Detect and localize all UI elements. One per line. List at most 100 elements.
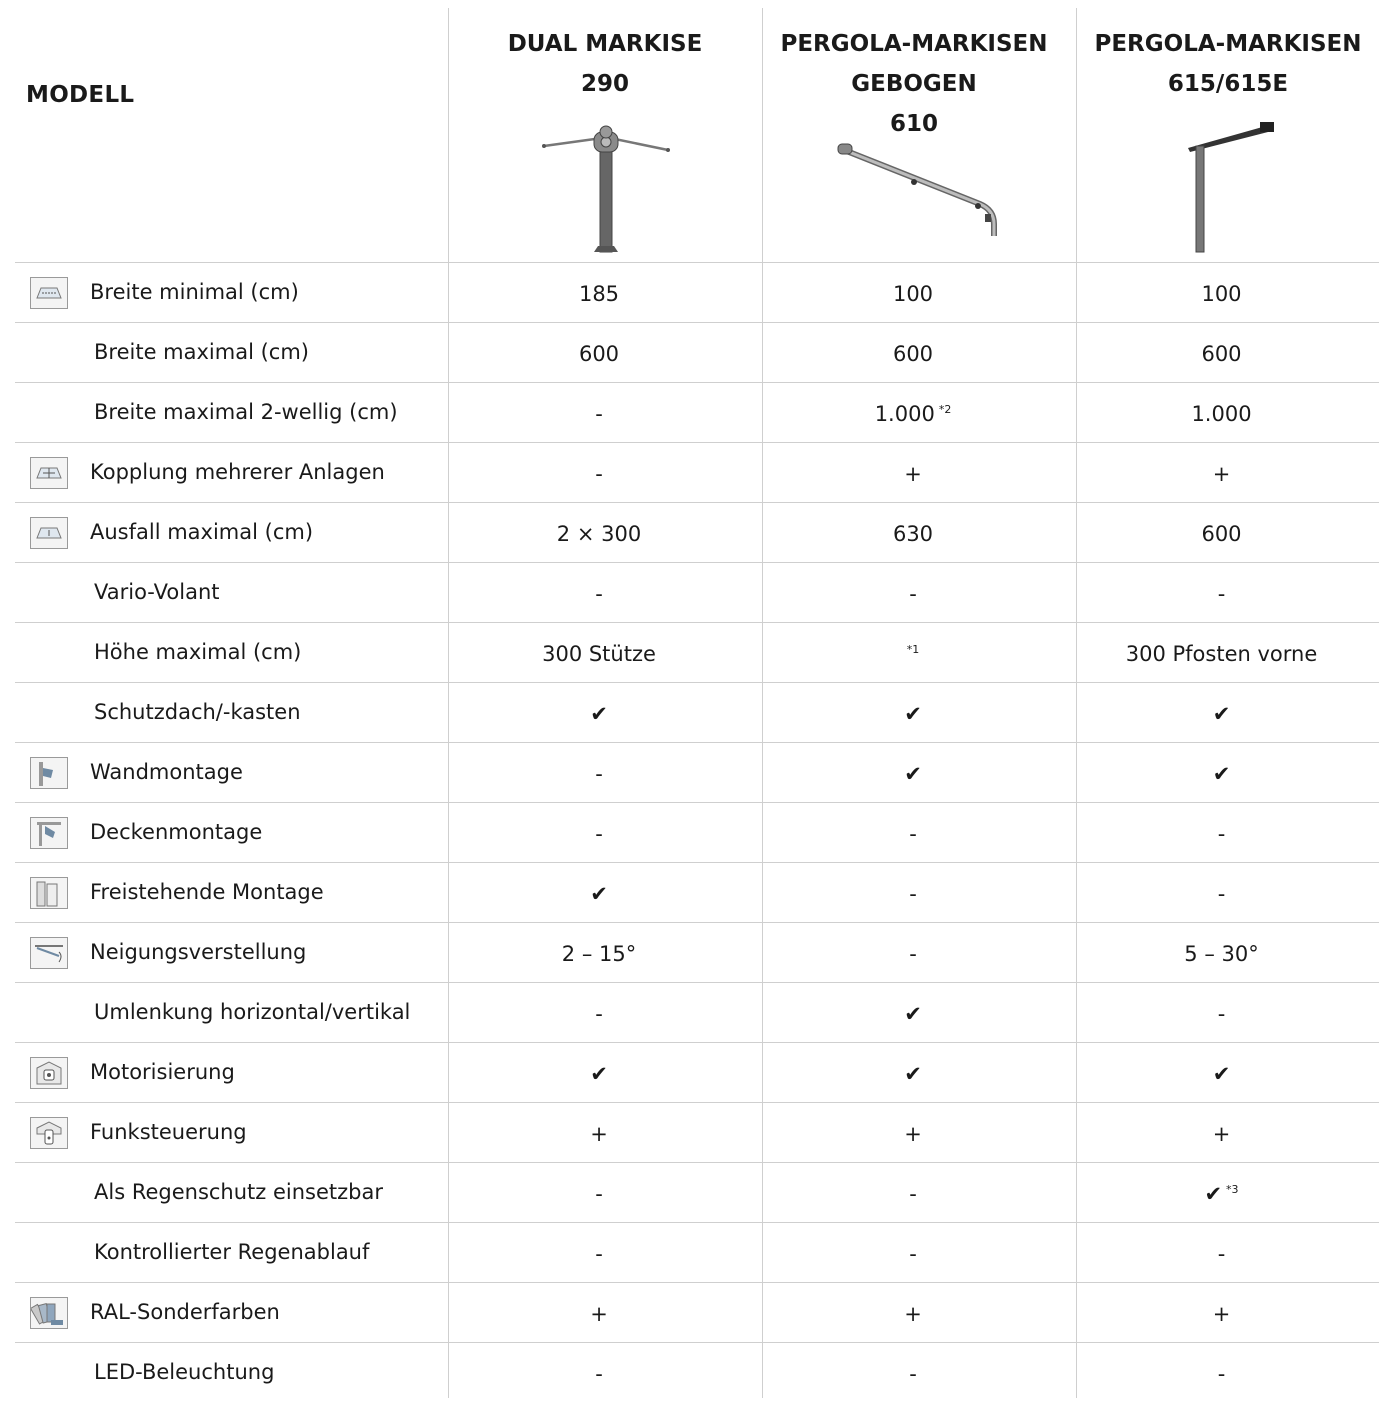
tilt-icon [30,937,68,969]
table-cell: - [756,863,1070,923]
row-label: Freistehende Montage [90,880,324,904]
row-divider [15,1342,1379,1343]
cell-value: - [909,1182,917,1206]
cell-value: ✔ [904,702,922,726]
table-cell: 185 [442,263,756,323]
cell-value: 2 – 15° [561,942,637,966]
table-cell: + [1070,443,1373,503]
row-divider [15,262,1379,263]
cell-value: - [909,582,917,606]
table-header: MODELL DUAL MARKISE 290 PERGOLA-MARKISEN… [0,0,1379,262]
row-divider [15,742,1379,743]
row-label: RAL-Sonderfarben [90,1300,280,1324]
cell-value: ✔ [1212,762,1231,786]
row-divider [15,322,1379,323]
cell-value: - [1217,882,1226,906]
cell-value: - [909,822,917,846]
table-cell: 1.000 *2 [756,383,1070,443]
table-cell: 2 × 300 [442,503,756,563]
cell-value: - [1217,1002,1226,1026]
row-label: Vario-Volant [94,580,220,604]
cell-value: - [595,762,603,786]
row-divider [15,1282,1379,1283]
table-cell: - [442,383,756,443]
cell-value: - [909,1242,917,1266]
row-divider [15,1162,1379,1163]
table-cell: - [756,563,1070,623]
table-cell: 100 [1070,263,1373,323]
row-divider [15,982,1379,983]
table-cell: - [1070,563,1373,623]
cell-value: - [1217,1362,1226,1386]
table-cell: ✔ [442,683,756,743]
table-cell: - [756,1223,1070,1283]
row-label: Ausfall maximal (cm) [90,520,314,544]
cell-value: ✔ [1212,702,1231,726]
table-cell: ✔ [1070,1043,1373,1103]
table-row: Kopplung mehrerer Anlagen - + + [0,443,1379,503]
table-cell: ✔ [756,1043,1070,1103]
table-cell: - [756,1343,1070,1403]
table-cell: - [756,923,1070,983]
cell-value: 630 [892,522,934,546]
table-cell: + [1070,1103,1373,1163]
row-divider [15,622,1379,623]
table-row: Schutzdach/-kasten ✔ ✔ ✔ [0,683,1379,743]
table-cell: ✔ [442,1043,756,1103]
table-cell: ✔ [756,683,1070,743]
table-row: Kontrollierter Regenablauf - - - [0,1223,1379,1283]
table-row: Freistehende Montage ✔ - - [0,863,1379,923]
table-cell: - [442,1163,756,1223]
row-label: Funksteuerung [90,1120,247,1144]
footnote-marker: *2 [938,403,952,416]
width-min-icon [30,277,68,309]
table-cell: 1.000 [1070,383,1373,443]
motor-icon [30,1057,68,1089]
pergola-615-illustration [1188,122,1274,253]
table-cell: - [1070,1343,1373,1403]
table-cell: - [442,983,756,1043]
row-label: Deckenmontage [90,820,263,844]
table-cell: 100 [756,263,1070,323]
table-row: Umlenkung horizontal/vertikal - ✔ - [0,983,1379,1043]
table-cell: ✔ [1070,683,1373,743]
table-cell: ✔ *3 [1070,1163,1373,1223]
table-cell: - [442,803,756,863]
freestanding-icon [30,877,68,909]
cell-value: - [1217,822,1226,846]
row-divider [15,502,1379,503]
cell-value: 300 Stütze [542,642,656,666]
table-cell: 600 [756,323,1070,383]
column-title-pergola-615: PERGOLA-MARKISEN 615/615E [1094,31,1362,97]
row-label: Wandmontage [90,760,243,784]
table-cell: ✔ [442,863,756,923]
cell-value: 300 Pfosten vorne [1125,642,1318,666]
pergola-610-illustration [837,143,997,236]
cell-value: - [595,582,603,606]
cell-value: 1.000 [1191,402,1252,426]
table-cell: - [1070,983,1373,1043]
table-row: Motorisierung ✔ ✔ ✔ [0,1043,1379,1103]
table-cell: - [1070,1223,1373,1283]
table-cell: 600 [1070,323,1373,383]
ceiling-mount-icon [30,817,68,849]
row-label: Als Regenschutz einsetzbar [94,1180,383,1204]
table-row: RAL-Sonderfarben + + + [0,1283,1379,1343]
cell-value: + [1212,462,1231,486]
cell-value: 600 [1201,522,1242,546]
row-label: Höhe maximal (cm) [94,640,302,664]
table-row: Höhe maximal (cm) 300 Stütze *1 300 Pfosten… [0,623,1379,683]
cell-value: - [595,1002,603,1026]
remote-control-icon [30,1117,68,1149]
row-divider [15,442,1379,443]
table-cell: + [442,1103,756,1163]
cell-value: 100 [892,282,934,306]
cell-value: - [1217,582,1226,606]
table-cell: + [756,1103,1070,1163]
table-cell: 300 Stütze [442,623,756,683]
column-divider [1076,8,1077,1398]
table-cell: - [442,563,756,623]
ral-colors-icon [30,1297,68,1329]
cell-value: 2 × 300 [556,522,642,546]
cell-value: ✔ [590,1062,608,1086]
